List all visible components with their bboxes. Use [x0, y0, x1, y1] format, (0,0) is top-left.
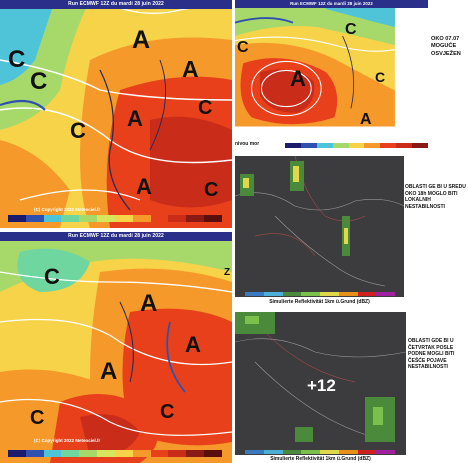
note-line: OKO 07.07	[431, 36, 460, 42]
map-title: Run ECMWF 12Z du mardi 28 juin 2022	[290, 1, 373, 6]
high-pressure-label: A	[140, 290, 158, 317]
note-line: MOGUĆE	[431, 43, 457, 50]
high-pressure-label: A	[360, 111, 372, 128]
low-pressure-label: C	[8, 46, 26, 73]
low-pressure-label: C	[375, 69, 386, 85]
note-line: ČETVRTAK POSLE	[408, 344, 454, 351]
low-pressure-label: C	[30, 68, 48, 95]
color-scale	[8, 215, 222, 222]
forecast-note: OBLASTI GE BI U SREDU OKO 18h MOGLO BITI…	[405, 184, 468, 210]
note-line: OKO 18h MOGLO BITI	[405, 190, 458, 197]
low-pressure-label: C	[204, 179, 219, 201]
radar-footer: Simulierte Reflektivität 1km ü.Grund (dB…	[235, 297, 404, 306]
map-panel-top-left: Run ECMWF 12Z du mardi 28 juin 2022 A A …	[0, 0, 232, 228]
edge-label: Z	[224, 267, 231, 278]
high-pressure-label: A	[185, 332, 201, 357]
time-offset-label: +12	[307, 376, 336, 395]
high-pressure-label: A	[132, 26, 151, 54]
low-pressure-label: C	[345, 21, 357, 38]
title-bar	[0, 232, 232, 241]
map-panel-bottom-left: Run ECMWF 12Z du mardi 28 juin 2022 C A …	[0, 232, 232, 463]
forecast-note: OBLASTI GDE BI U ČETVRTAK POSLE PODNE MO…	[408, 338, 468, 371]
note-line: NESTABILNOSTI	[408, 364, 448, 370]
radar-panel-bottom-right: +12 Simulierte Reflektivität 1km ü.Grund…	[235, 312, 406, 463]
high-pressure-label: A	[290, 66, 306, 91]
note-line: NESTABILNOSTI	[405, 203, 445, 210]
forecast-note: OKO 07.07 MOGUĆE OSVJEŽEN	[431, 36, 468, 58]
high-pressure-label: A	[136, 174, 152, 199]
color-scale	[245, 450, 395, 454]
copyright-text: (C) Copyright 2022 Meteociel.fr	[34, 207, 101, 212]
note-line: OBLASTI GE BI U SREDU	[405, 184, 466, 190]
title-bar	[235, 0, 428, 8]
color-scale	[285, 143, 429, 148]
note-line: OBLASTI GDE BI U	[408, 338, 454, 344]
title-bar	[0, 0, 232, 9]
copyright-text: (C) Copyright 2022 Meteociel.fr	[34, 438, 101, 443]
radar-footer: Simulierte Reflektivität 1km ü.Grund (dB…	[235, 455, 406, 463]
map-title: Run ECMWF 12Z du mardi 28 juin 2022	[68, 233, 164, 239]
high-pressure-label: A	[127, 106, 143, 131]
radar-panel-mid-right: Simulierte Reflektivität 1km ü.Grund (dB…	[235, 156, 404, 306]
low-pressure-label: C	[198, 97, 213, 119]
map-footer-label: nivou mor	[235, 141, 260, 147]
low-pressure-label: C	[237, 39, 249, 56]
high-pressure-label: A	[182, 56, 199, 82]
color-scale	[245, 292, 395, 296]
map-panel-top-right: Run ECMWF 12Z du mardi 28 juin 2022 C C …	[235, 0, 468, 155]
low-pressure-label: C	[44, 264, 60, 289]
color-scale	[8, 450, 222, 457]
note-line: PODNE MOGLI BITI	[408, 351, 455, 357]
low-pressure-label: C	[160, 401, 175, 423]
temperature-map-top-right	[235, 0, 395, 127]
note-line: ČEŠĆE POJAVE	[408, 357, 447, 364]
temperature-map-bottom-left	[0, 232, 232, 463]
temperature-map-top-left	[0, 0, 232, 228]
note-line: LOKALNIH	[405, 197, 431, 203]
low-pressure-label: C	[30, 407, 45, 429]
high-pressure-label: A	[100, 358, 118, 385]
note-line: OSVJEŽEN	[431, 50, 461, 57]
map-title: Run ECMWF 12Z du mardi 28 juin 2022	[68, 1, 164, 7]
low-pressure-label: C	[70, 118, 86, 143]
reflectivity-map-bottom	[235, 312, 406, 455]
reflectivity-map-mid	[235, 156, 404, 298]
